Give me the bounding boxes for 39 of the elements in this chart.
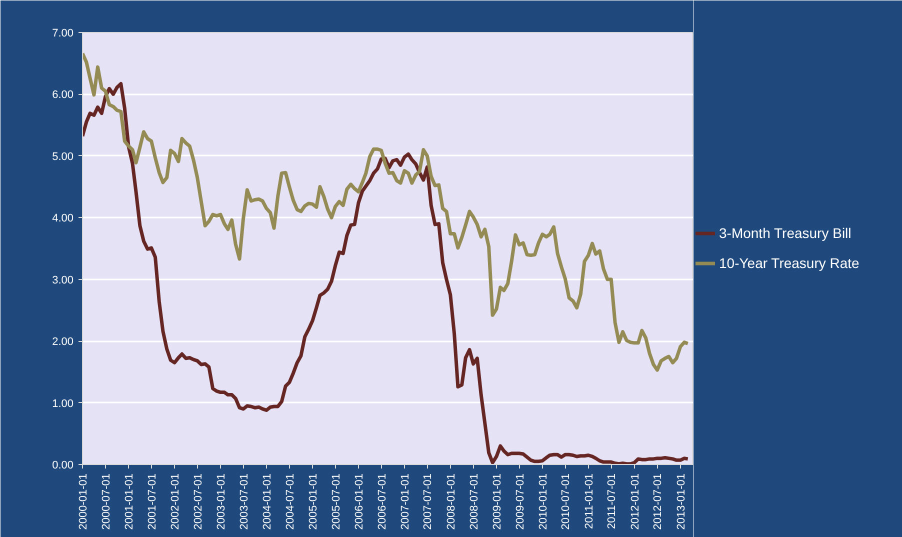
x-tick-label: 2010-07-01 (560, 473, 572, 530)
x-tick-label: 2004-07-01 (284, 473, 296, 530)
x-tick-label: 2000-01-01 (78, 473, 90, 530)
y-tick-label: 6.00 (52, 89, 74, 102)
y-tick-label: 0.00 (52, 460, 74, 472)
x-tick-label: 2012-01-01 (629, 473, 642, 530)
y-tick-label: 4.00 (52, 212, 74, 225)
y-tick-label: 5.00 (52, 150, 74, 163)
x-tick-label: 2005-01-01 (308, 473, 320, 530)
y-tick-label: 3.00 (52, 274, 74, 286)
x-tick-label: 2013-01-01 (675, 473, 688, 530)
x-tick-label: 2007-01-01 (399, 473, 412, 530)
x-tick-label: 2006-01-01 (353, 473, 366, 530)
x-tick-label: 2008-01-01 (445, 473, 458, 530)
x-tick-label: 2009-07-01 (514, 473, 526, 530)
x-tick-label: 2011-01-01 (583, 474, 596, 529)
x-tick-label: 2012-07-01 (652, 473, 664, 530)
x-tick-label: 2011-07-01 (606, 474, 618, 529)
y-tick-label: 2.00 (52, 336, 74, 348)
x-tick-label: 2003-07-01 (238, 473, 250, 530)
legend-label: 10-Year Treasury Rate (719, 255, 860, 271)
legend-label: 3-Month Treasury Bill (719, 225, 852, 241)
x-tick-label: 2004-01-01 (261, 473, 274, 530)
x-tick-label: 2001-01-01 (124, 473, 136, 530)
y-tick-label: 1.00 (52, 398, 74, 410)
x-tick-label: 2005-07-01 (330, 473, 342, 530)
x-tick-label: 2009-01-01 (491, 473, 504, 530)
y-tick-label: 7.00 (52, 28, 74, 40)
x-tick-label: 2002-01-01 (170, 473, 182, 530)
x-tick-label: 2003-01-01 (215, 473, 228, 530)
x-tick-label: 2010-01-01 (537, 473, 550, 530)
x-tick-label: 2001-07-01 (146, 473, 158, 530)
line-series (82, 52, 690, 372)
x-tick-label: 2006-07-01 (376, 473, 388, 530)
x-tick-label: 2008-07-01 (468, 473, 480, 530)
x-tick-label: 2007-07-01 (422, 473, 434, 530)
line-series (82, 82, 690, 464)
x-tick-label: 2000-07-01 (100, 473, 112, 530)
x-tick-label: 2002-07-01 (192, 473, 204, 530)
